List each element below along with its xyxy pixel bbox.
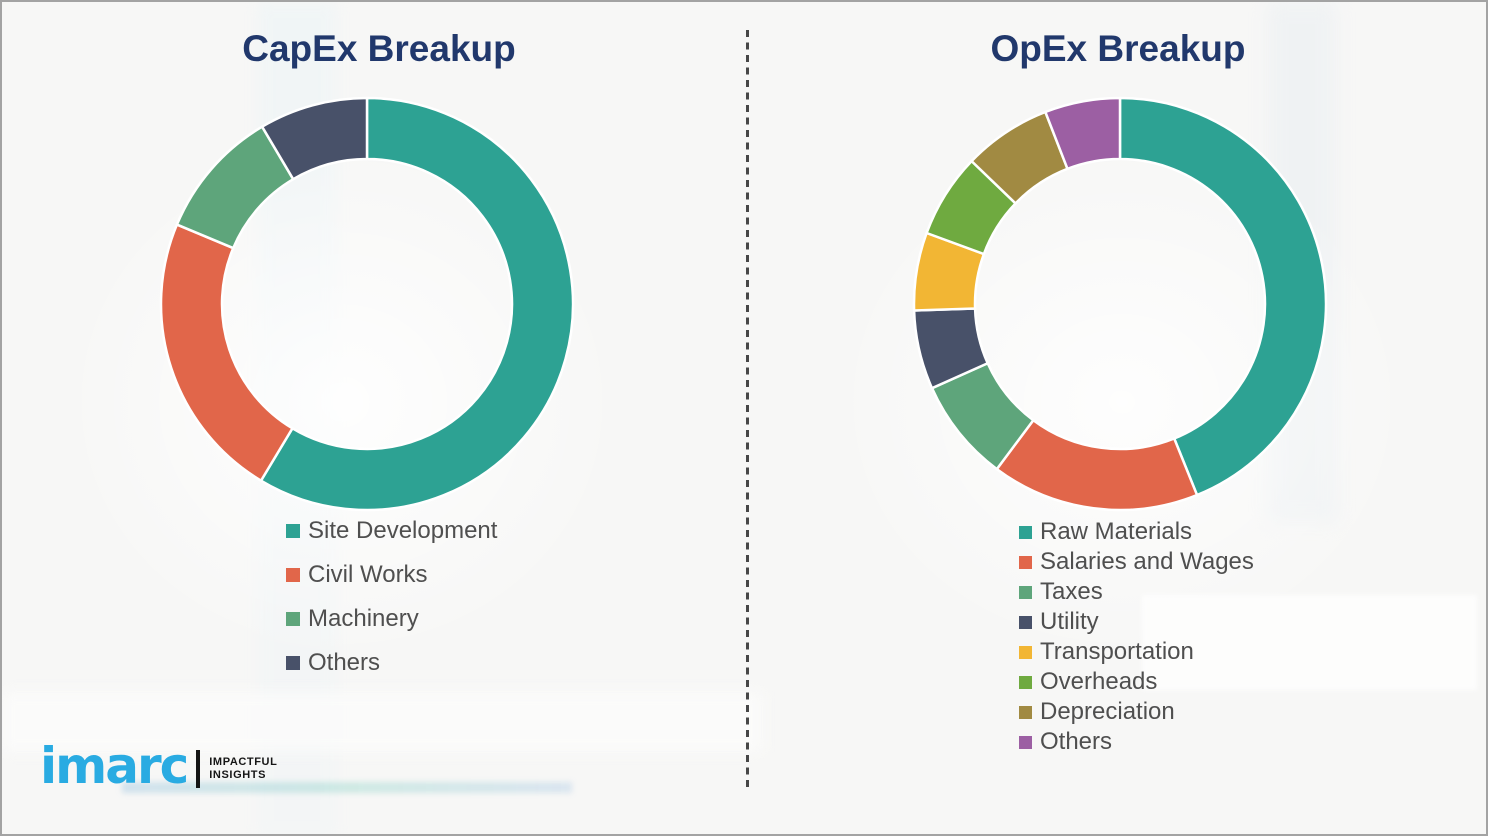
imarc-logo: imarc IMPACTFUL INSIGHTS xyxy=(40,738,277,794)
donut-segment xyxy=(995,418,1199,512)
legend-item-civil-works: Civil Works xyxy=(286,553,497,597)
legend-item-site-development: Site Development xyxy=(286,509,497,553)
tagline-line-1: IMPACTFUL xyxy=(209,756,278,768)
legend-swatch xyxy=(1019,705,1032,719)
legend-label: Salaries and Wages xyxy=(1040,548,1254,575)
donut-segment xyxy=(159,223,294,482)
logo-divider-bar xyxy=(196,750,201,788)
legend-item-others: Others xyxy=(1019,727,1254,757)
legend-swatch xyxy=(1019,585,1032,599)
opex-legend: Raw Materials Salaries and Wages Taxes U… xyxy=(1019,517,1254,757)
capex-legend: Site Development Civil Works Machinery O… xyxy=(286,509,497,685)
legend-label: Others xyxy=(308,649,381,676)
center-dashed-divider xyxy=(746,30,749,792)
legend-label: Machinery xyxy=(308,605,419,632)
legend-swatch xyxy=(1019,615,1032,629)
donut-segment xyxy=(1044,96,1122,171)
legend-label: Raw Materials xyxy=(1040,518,1193,545)
legend-swatch xyxy=(1019,675,1032,689)
legend-swatch xyxy=(286,524,300,538)
legend-item-utility: Utility xyxy=(1019,607,1254,637)
legend-item-transportation: Transportation xyxy=(1019,637,1254,667)
legend-label: Overheads xyxy=(1040,668,1158,695)
logo-tagline: IMPACTFUL INSIGHTS xyxy=(209,756,277,782)
capex-title: CapEx Breakup xyxy=(242,28,516,69)
legend-item-overheads: Overheads xyxy=(1019,667,1254,697)
legend-swatch xyxy=(1019,555,1032,569)
tagline-line-2: INSIGHTS xyxy=(209,769,267,781)
donut-segment xyxy=(260,96,369,181)
imarc-wordmark: imarc xyxy=(40,737,189,795)
donut-segment xyxy=(259,96,575,512)
legend-swatch xyxy=(286,612,300,626)
capex-donut-chart xyxy=(159,96,575,512)
legend-item-machinery: Machinery xyxy=(286,597,497,641)
legend-item-others: Others xyxy=(286,641,497,685)
legend-item-taxes: Taxes xyxy=(1019,577,1254,607)
opex-title: OpEx Breakup xyxy=(990,28,1246,69)
legend-label: Civil Works xyxy=(308,561,428,588)
legend-item-depreciation: Depreciation xyxy=(1019,697,1254,727)
legend-label: Site Development xyxy=(308,517,498,544)
legend-label: Utility xyxy=(1040,608,1099,635)
legend-label: Others xyxy=(1040,728,1113,755)
donut-segment xyxy=(1118,96,1328,497)
legend-swatch xyxy=(1019,735,1032,749)
legend-swatch xyxy=(286,656,300,670)
opex-donut-chart xyxy=(912,96,1328,512)
legend-label: Transportation xyxy=(1040,638,1194,665)
legend-item-raw-materials: Raw Materials xyxy=(1019,517,1254,547)
legend-label: Taxes xyxy=(1040,578,1103,605)
legend-swatch xyxy=(286,568,300,582)
legend-swatch xyxy=(1019,645,1032,659)
legend-label: Depreciation xyxy=(1040,698,1175,725)
legend-item-salaries-and-wages: Salaries and Wages xyxy=(1019,547,1254,577)
legend-swatch xyxy=(1019,525,1032,539)
